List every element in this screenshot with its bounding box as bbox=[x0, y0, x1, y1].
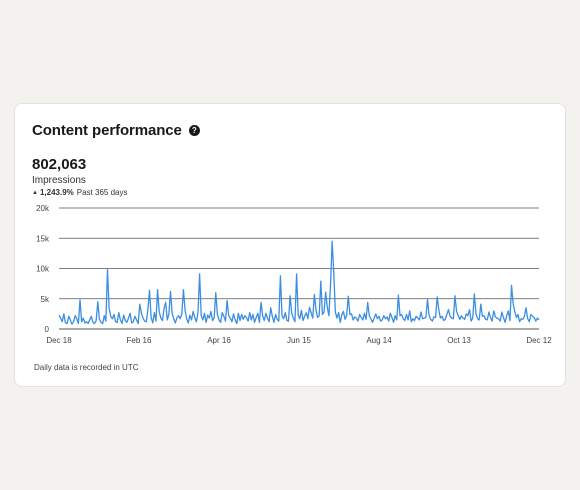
x-tick-label: Dec 18 bbox=[46, 336, 72, 345]
x-tick-label: Aug 14 bbox=[366, 336, 392, 345]
impressions-label: Impressions bbox=[32, 175, 86, 186]
utc-footnote: Daily data is recorded in UTC bbox=[34, 363, 139, 372]
x-tick-label: Jun 15 bbox=[287, 336, 312, 345]
x-tick-label: Apr 16 bbox=[207, 336, 231, 345]
impressions-series-line bbox=[58, 240, 540, 325]
impressions-line-chart: 0 5k 10k 15k 20k Dec 18 Feb 16 Apr 16 Jun 15 Aug… bbox=[36, 204, 552, 345]
x-tick-label: Dec 12 bbox=[526, 336, 552, 345]
content-performance-card: Content performance ? 802,063 Impression… bbox=[14, 103, 566, 387]
impressions-total: 802,063 bbox=[32, 156, 87, 173]
y-tick-label: 5k bbox=[41, 295, 50, 304]
trend-period: Past 365 days bbox=[76, 188, 128, 197]
y-tick-label: 10k bbox=[36, 265, 50, 274]
triangle-up-icon: ▲ bbox=[32, 189, 38, 196]
y-tick-label: 15k bbox=[36, 234, 50, 243]
x-tick-label: Feb 16 bbox=[127, 336, 152, 345]
x-tick-label: Oct 13 bbox=[447, 336, 471, 345]
card-title: Content performance bbox=[32, 122, 182, 139]
trend-row: ▲ 1,243.9% Past 365 days bbox=[32, 188, 127, 197]
y-tick-label: 0 bbox=[45, 325, 50, 334]
y-tick-label: 20k bbox=[36, 204, 50, 213]
trend-value: 1,243.9% bbox=[39, 188, 74, 197]
question-circle-icon[interactable]: ? bbox=[188, 125, 200, 136]
card-header: Content performance ? bbox=[32, 122, 200, 139]
